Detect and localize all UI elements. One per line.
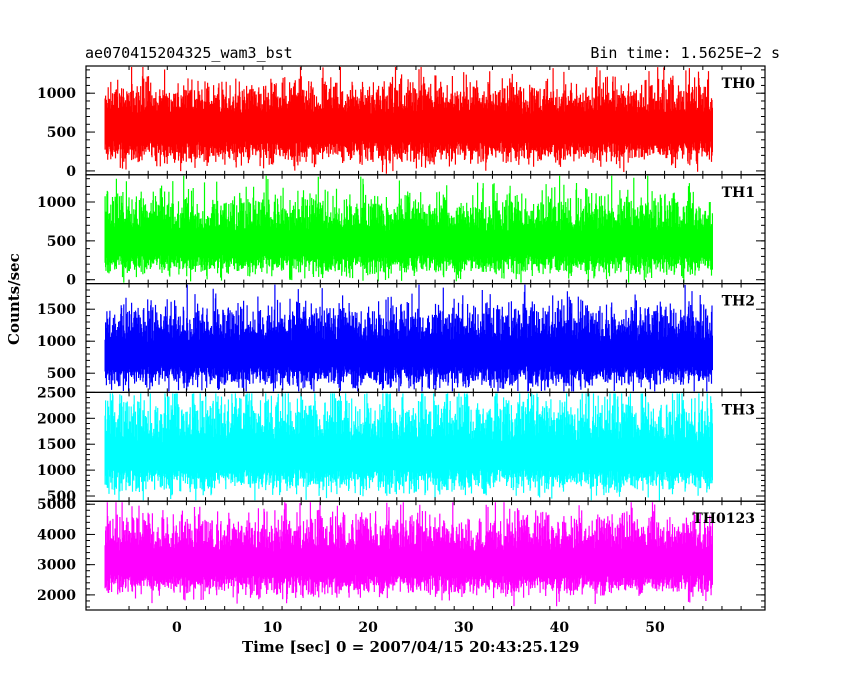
x-tick-label: 10 [263,620,283,636]
y-tick-label-th1: 1000 [37,195,76,211]
series-th2-band [105,343,713,365]
x-tick-label: 20 [358,620,378,636]
panel-label-th0: TH0 [722,76,756,92]
y-tick-label-th3: 2500 [37,385,76,401]
x-tick-label: 30 [454,620,474,636]
series-th2-line [104,284,713,392]
series-th0-band [105,116,713,139]
y-tick-label-th0: 1000 [37,86,76,102]
y-tick-label-th0: 0 [66,164,76,180]
y-tick-label-th0123: 3000 [37,558,76,574]
x-tick-label: 0 [172,620,182,636]
series-th1-band [105,233,713,254]
y-axis-label: Counts/sec [5,253,23,345]
x-tick-label: 40 [550,620,570,636]
y-tick-label-th2: 500 [47,366,76,382]
series-th3-band [105,444,713,467]
bin-time-label: Bin time: 1.5625E−2 s [590,44,780,62]
y-tick-label-th0123: 5000 [37,497,76,513]
y-tick-label-th1: 500 [47,234,76,250]
y-tick-label-th3: 2000 [37,411,76,427]
chart-title: ae070415204325_wam3_bst [85,44,293,62]
series-th0123-band [105,553,713,573]
y-tick-label-th3: 1500 [37,437,76,453]
y-tick-label-th2: 1000 [37,334,76,350]
y-tick-label-th0: 500 [47,125,76,141]
panel-label-th1: TH1 [722,185,755,201]
panel-label-th0123: TH0123 [692,511,755,527]
y-tick-label-th0123: 4000 [37,527,76,543]
y-tick-label-th2: 1500 [37,302,76,318]
x-tick-label: 50 [645,620,665,636]
panel-label-th2: TH2 [722,294,755,310]
panel-frame-th0123 [85,500,766,611]
x-axis-label: Time [sec] 0 = 2007/04/15 20:43:25.129 [242,638,580,656]
y-tick-label-th0123: 2000 [37,588,76,604]
y-tick-label-th1: 0 [66,273,76,289]
y-tick-label-th3: 1000 [37,463,76,479]
panel-label-th3: TH3 [722,402,755,418]
series-th1-line [104,175,713,283]
y-tick-label-th3: 500 [47,489,76,505]
